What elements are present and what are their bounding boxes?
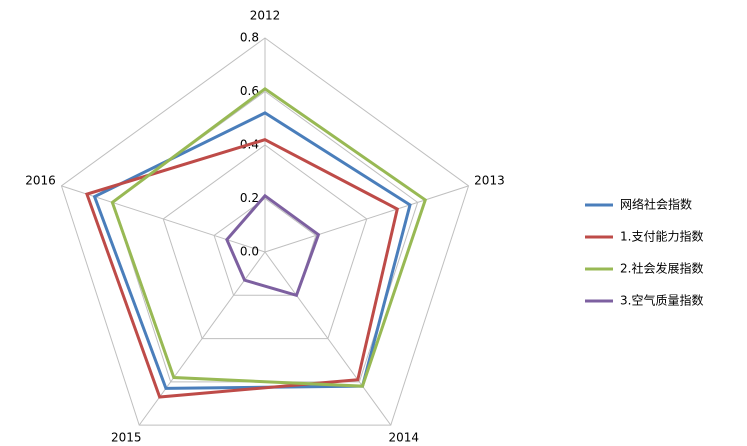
category-label: 2012 bbox=[250, 9, 281, 23]
grid-line bbox=[213, 197, 317, 296]
series-line bbox=[110, 86, 428, 388]
category-label: 2015 bbox=[111, 431, 142, 445]
r-tick-label: 0.0 bbox=[240, 245, 259, 259]
spoke bbox=[61, 185, 266, 253]
category-label: 2014 bbox=[388, 431, 419, 445]
legend-label: 网络社会指数 bbox=[620, 197, 692, 212]
legend-label: 1.支付能力指数 bbox=[620, 229, 703, 244]
series-line bbox=[225, 193, 321, 298]
legend-label: 3.空气质量指数 bbox=[620, 293, 703, 308]
grid-line bbox=[60, 37, 470, 426]
legend-label: 2.社会发展指数 bbox=[620, 261, 703, 276]
spoke bbox=[264, 185, 469, 253]
series-line bbox=[84, 138, 400, 399]
category-label: 2016 bbox=[25, 173, 56, 187]
spoke bbox=[264, 251, 392, 426]
grid-line bbox=[162, 144, 368, 340]
r-tick-label: 0.6 bbox=[240, 84, 259, 98]
r-tick-label: 0.2 bbox=[240, 191, 259, 205]
r-tick-label: 0.8 bbox=[240, 31, 259, 45]
category-label: 2013 bbox=[474, 173, 505, 187]
